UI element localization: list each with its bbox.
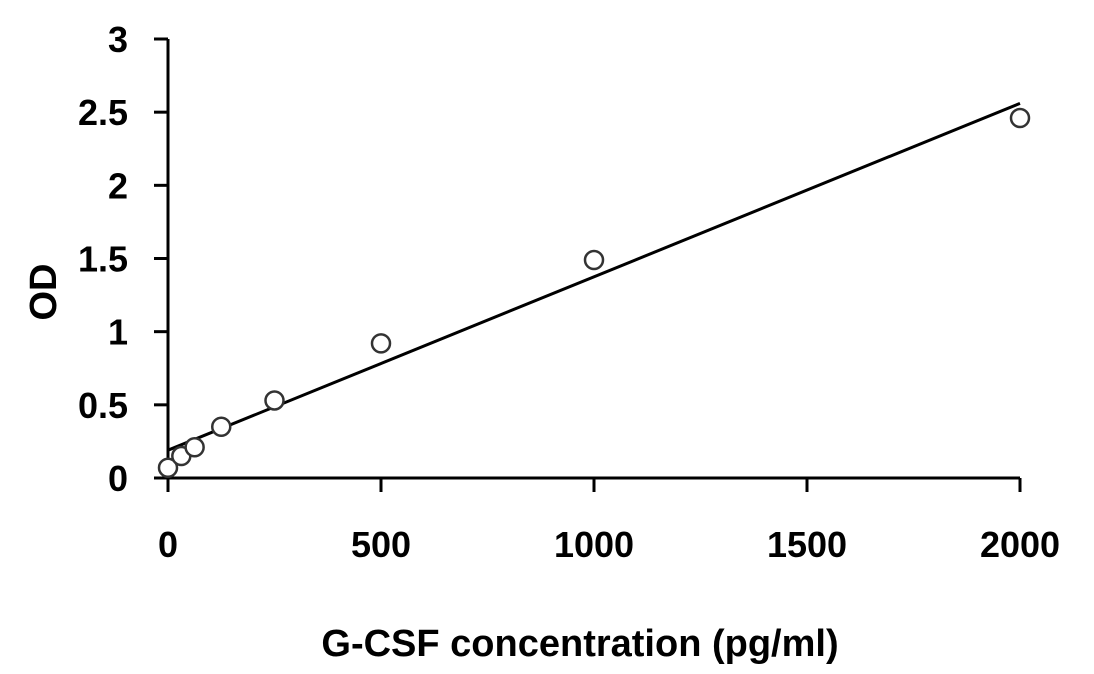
trendline: [167, 101, 1021, 452]
y-axis-ticks: 0 0.5 1 1.5 2 2.5 3: [78, 19, 168, 499]
data-point: [583, 249, 605, 271]
y-tick-label: 3: [108, 19, 128, 60]
x-axis-title: G-CSF concentration (pg/ml): [321, 623, 838, 665]
data-point: [1009, 107, 1031, 129]
x-tick-label: 1500: [767, 524, 847, 565]
data-point: [184, 437, 205, 458]
x-tick-label: 0: [158, 524, 178, 565]
y-tick-label: 1: [108, 312, 128, 353]
x-tick-label: 1000: [554, 524, 634, 565]
x-tick-label: 2000: [980, 524, 1060, 565]
y-tick-label: 0: [108, 458, 128, 499]
y-axis-title: OD: [23, 264, 65, 321]
y-tick-label: 1.5: [78, 239, 128, 280]
data-point: [370, 333, 392, 354]
y-tick-label: 0.5: [78, 385, 128, 426]
data-point: [157, 457, 179, 479]
y-tick-label: 2.5: [78, 92, 128, 133]
data-point: [264, 390, 285, 411]
data-point: [211, 416, 232, 438]
x-tick-label: 500: [351, 524, 411, 565]
y-tick-label: 2: [108, 165, 128, 206]
data-points: [157, 107, 1031, 479]
trendline-layer: [167, 101, 1021, 452]
x-axis-ticks: 0 500 1000 1500 2000: [158, 478, 1060, 565]
